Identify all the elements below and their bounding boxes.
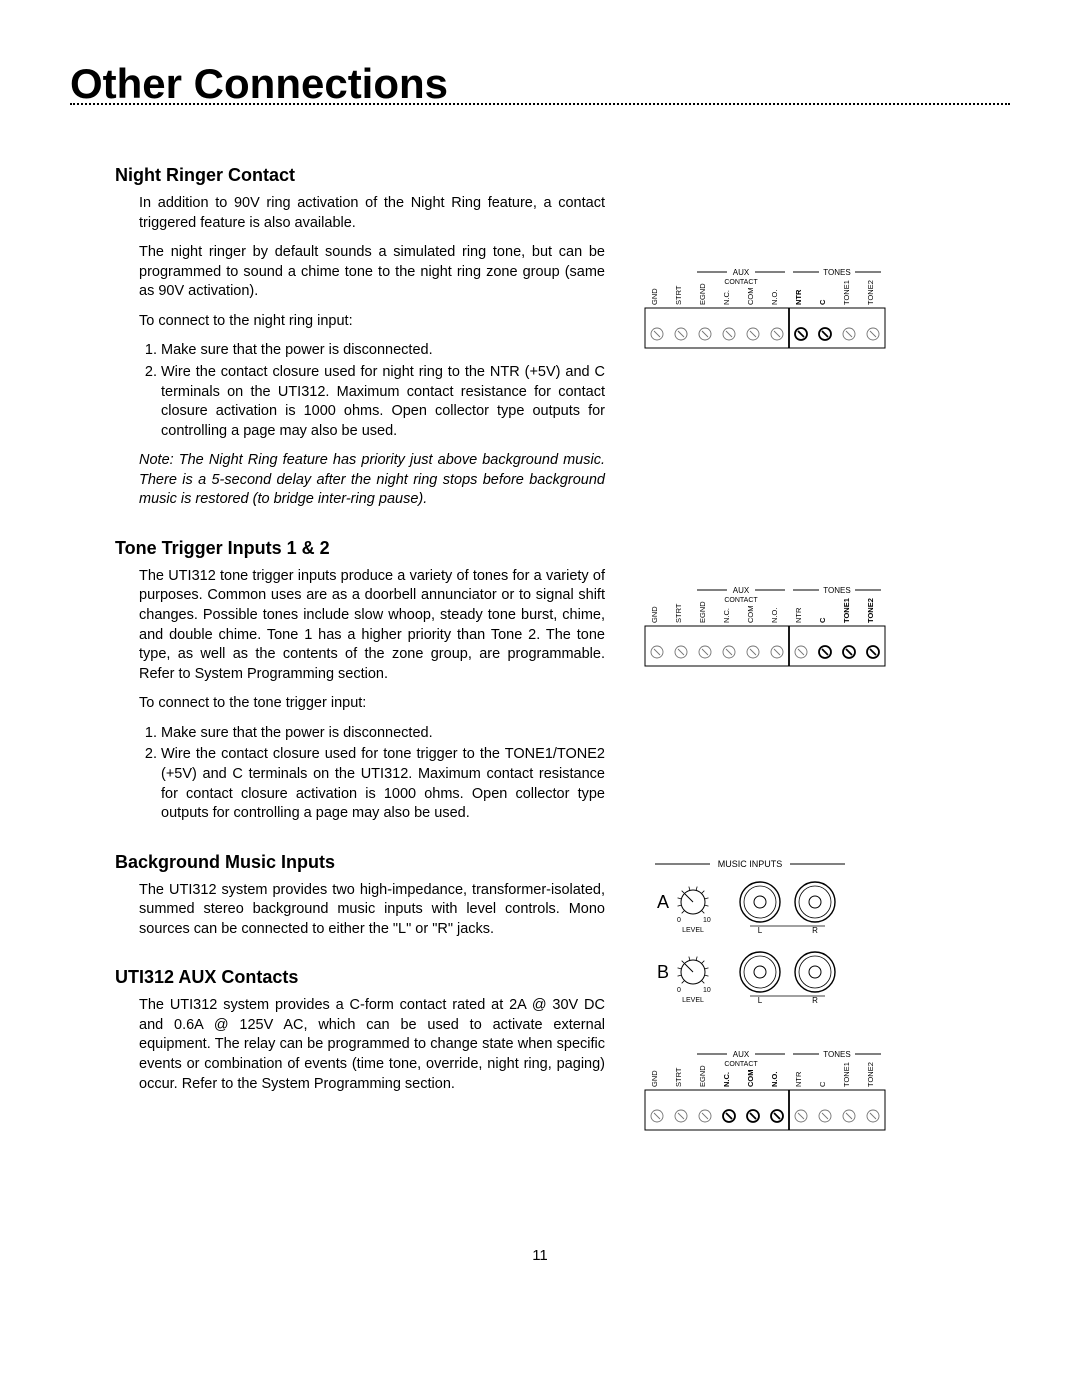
title-rule: Other Connections (70, 60, 1010, 105)
svg-text:TONE2: TONE2 (866, 1062, 875, 1087)
svg-text:MUSIC INPUTS: MUSIC INPUTS (718, 859, 783, 869)
page-title: Other Connections (70, 60, 1010, 108)
svg-text:GND: GND (650, 606, 659, 623)
svg-text:NTR: NTR (794, 289, 803, 305)
para: To connect to the tone trigger input: (139, 694, 605, 714)
svg-text:N.O.: N.O. (770, 607, 779, 622)
heading-bg-music: Background Music Inputs (115, 852, 605, 873)
svg-text:EGND: EGND (698, 283, 707, 305)
svg-text:N.O.: N.O. (770, 1071, 779, 1086)
para: In addition to 90V ring activation of th… (139, 194, 605, 233)
svg-text:STRT: STRT (674, 1067, 683, 1087)
svg-text:TONES: TONES (823, 268, 850, 277)
svg-text:TONES: TONES (823, 1050, 850, 1059)
svg-text:TONE2: TONE2 (866, 598, 875, 623)
svg-text:CONTACT: CONTACT (724, 279, 758, 286)
svg-text:0: 0 (677, 987, 681, 994)
heading-aux-contacts: UTI312 AUX Contacts (115, 967, 605, 988)
para: The UTI312 system provides a C-form cont… (139, 996, 605, 1094)
svg-text:L: L (758, 926, 763, 935)
step-item: Make sure that the power is disconnected… (161, 341, 605, 361)
step-item: Make sure that the power is disconnected… (161, 724, 605, 744)
steps-list: Make sure that the power is disconnected… (139, 341, 605, 441)
svg-text:TONES: TONES (823, 586, 850, 595)
svg-text:EGND: EGND (698, 601, 707, 623)
svg-text:AUX: AUX (733, 586, 750, 595)
svg-text:C: C (818, 1081, 827, 1087)
svg-text:N.C.: N.C. (722, 1072, 731, 1087)
svg-text:AUX: AUX (733, 1050, 750, 1059)
svg-text:10: 10 (703, 917, 711, 924)
figure-terminal-aux: AUX CONTACT TONES GND STRT EGND N.C. COM N.O. NTR… (635, 1042, 1010, 1147)
para: The UTI312 tone trigger inputs produce a… (139, 567, 605, 684)
svg-text:TONE1: TONE1 (842, 1062, 851, 1087)
svg-text:A: A (657, 892, 669, 912)
svg-text:AUX: AUX (733, 268, 750, 277)
svg-text:GND: GND (650, 1069, 659, 1086)
steps-list: Make sure that the power is disconnected… (139, 724, 605, 824)
svg-text:10: 10 (703, 987, 711, 994)
figure-music-inputs: MUSIC INPUTS A 0 10 LEVEL L R B 0 10 LEVEL L R (635, 852, 1010, 1027)
figure-terminal-ntr: AUX CONTACT TONES GND STRT EGND N.C. COM N.O. NTR… (635, 260, 1010, 365)
svg-text:N.O.: N.O. (770, 290, 779, 305)
step-item: Wire the contact closure used for tone t… (161, 745, 605, 823)
svg-text:COM: COM (746, 605, 755, 623)
row-night-ringer: Night Ringer Contact In addition to 90V … (70, 165, 1010, 520)
para: The night ringer by default sounds a sim… (139, 243, 605, 302)
svg-text:LEVEL: LEVEL (682, 997, 704, 1004)
svg-text:GND: GND (650, 288, 659, 305)
para: To connect to the night ring input: (139, 312, 605, 332)
svg-text:COM: COM (746, 1069, 755, 1087)
svg-text:COM: COM (746, 288, 755, 306)
heading-night-ringer: Night Ringer Contact (115, 165, 605, 186)
svg-text:NTR: NTR (794, 607, 803, 623)
svg-text:STRT: STRT (674, 285, 683, 305)
row-bg-aux: Background Music Inputs The UTI312 syste… (70, 852, 1010, 1187)
svg-text:LEVEL: LEVEL (682, 927, 704, 934)
heading-tone-trigger: Tone Trigger Inputs 1 & 2 (115, 538, 605, 559)
svg-text:L: L (758, 996, 763, 1005)
svg-text:C: C (818, 299, 827, 305)
svg-text:STRT: STRT (674, 603, 683, 623)
svg-text:N.C.: N.C. (722, 608, 731, 623)
figure-terminal-tone: AUX CONTACT TONES GND STRT EGND N.C. COM N.O. NTR… (635, 578, 1010, 683)
page: Other Connections Night Ringer Contact I… (0, 0, 1080, 1304)
row-tone-trigger: Tone Trigger Inputs 1 & 2 The UTI312 ton… (70, 538, 1010, 834)
svg-text:TONE1: TONE1 (842, 280, 851, 305)
svg-text:NTR: NTR (794, 1071, 803, 1087)
svg-text:R: R (812, 996, 818, 1005)
page-number: 11 (70, 1247, 1010, 1264)
svg-text:N.C.: N.C. (722, 290, 731, 305)
svg-text:EGND: EGND (698, 1064, 707, 1086)
svg-text:C: C (818, 617, 827, 623)
svg-text:R: R (812, 926, 818, 935)
svg-text:TONE2: TONE2 (866, 280, 875, 305)
svg-text:TONE1: TONE1 (842, 598, 851, 623)
svg-text:CONTACT: CONTACT (724, 1061, 758, 1068)
svg-text:0: 0 (677, 917, 681, 924)
svg-text:B: B (657, 962, 669, 982)
note: Note: The Night Ring feature has priorit… (139, 451, 605, 510)
para: The UTI312 system provides two high-impe… (139, 881, 605, 940)
svg-text:CONTACT: CONTACT (724, 597, 758, 604)
step-item: Wire the contact closure used for night … (161, 363, 605, 441)
